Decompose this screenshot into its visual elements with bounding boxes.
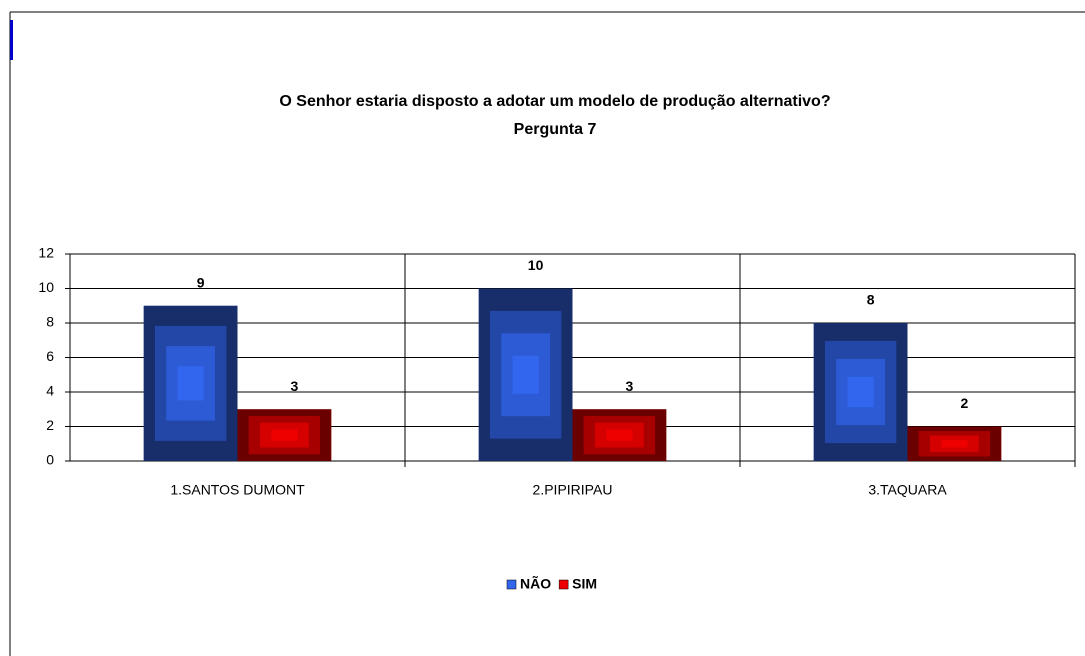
y-tick-label: 2: [46, 417, 54, 433]
bar-shade: [847, 376, 874, 408]
value-label: 10: [528, 257, 544, 273]
x-tick-label: 1.SANTOS DUMONT: [170, 482, 305, 498]
legend-label: SIM: [572, 576, 597, 592]
legend-swatch: [506, 579, 517, 590]
bar-shade: [606, 429, 633, 441]
corner-mark: [10, 20, 13, 60]
value-label: 2: [961, 395, 969, 411]
bar-shade: [941, 439, 968, 448]
legend-swatch: [558, 579, 569, 590]
value-label: 9: [197, 274, 205, 290]
bar-shade: [512, 355, 539, 394]
y-tick-label: 0: [46, 452, 54, 468]
y-tick-label: 8: [46, 314, 54, 330]
value-label: 8: [867, 292, 875, 308]
y-tick-label: 10: [38, 279, 54, 295]
chart-title: O Senhor estaria disposto a adotar um mo…: [279, 93, 830, 110]
y-tick-label: 4: [46, 383, 54, 399]
bar-shade: [271, 429, 298, 441]
y-tick-label: 6: [46, 348, 54, 364]
value-label: 3: [626, 378, 634, 394]
x-tick-label: 2.PIPIRIPAU: [533, 482, 613, 498]
x-tick-label: 3.TAQUARA: [868, 482, 947, 498]
bar-shade: [177, 366, 204, 401]
value-label: 3: [291, 378, 299, 394]
chart-subtitle: Pergunta 7: [514, 121, 597, 138]
legend-label: NÃO: [520, 575, 551, 592]
y-tick-label: 12: [38, 245, 54, 261]
